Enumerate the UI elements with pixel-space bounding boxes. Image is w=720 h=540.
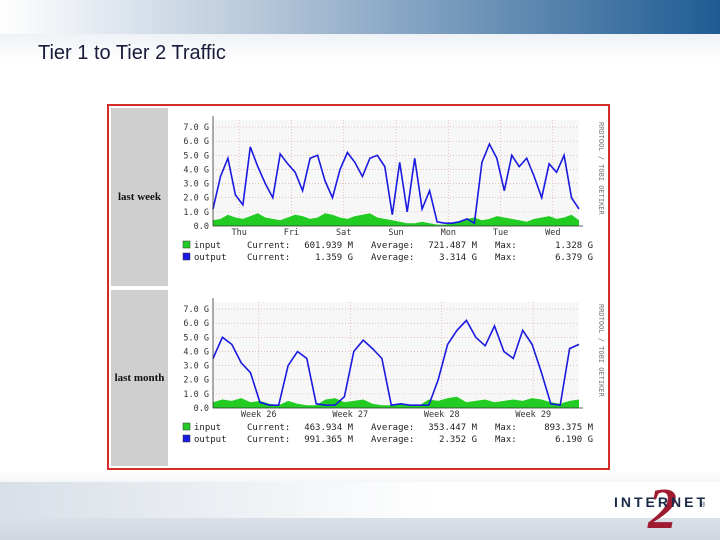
legend-current-value: 1.359 G	[315, 253, 353, 263]
monthly-traffic-graph: 7.0 G 6.0 G 5.0 G 4.0 G 3.0 G 2.0 G 1.0 G 0.0 We…	[171, 290, 607, 466]
legend-current-value: 463.934 M	[304, 423, 353, 433]
legend-max-label: Max:	[495, 435, 517, 445]
logo-mark: 2	[647, 476, 677, 538]
x-tick-label: Wed	[545, 228, 560, 238]
weekly-traffic-graph: 7.0 G 6.0 G 5.0 G 4.0 G 3.0 G 2.0 G 1.0 G 0.0 Th…	[171, 108, 607, 286]
panel-label-month: last month	[114, 372, 165, 384]
legend-average-value: 2.352 G	[439, 435, 477, 445]
slide-title: Tier 1 to Tier 2 Traffic	[38, 42, 226, 64]
legend-average-value: 353.447 M	[428, 423, 477, 433]
y-tick-label: 5.0 G	[183, 151, 209, 161]
x-tick-label: Tue	[493, 228, 508, 238]
legend-max-label: Max:	[495, 241, 517, 251]
y-tick-label: 0.0	[194, 222, 209, 232]
legend-current-label: Current:	[247, 241, 290, 251]
panel-label-week: last week	[117, 191, 162, 203]
plot-area	[213, 120, 579, 226]
legend-average-value: 721.487 M	[428, 241, 477, 251]
y-tick-label: 7.0 G	[183, 305, 209, 315]
legend-series-name: input	[194, 241, 221, 251]
input-legend-swatch	[182, 240, 191, 249]
y-tick-label: 5.0 G	[183, 333, 209, 343]
weekly-traffic-svg: 7.0 G 6.0 G 5.0 G 4.0 G 3.0 G 2.0 G 1.0 G 0.0 Th…	[171, 108, 607, 286]
input-legend-swatch	[182, 422, 191, 431]
x-tick-label: Week 28	[424, 410, 460, 420]
x-tick-label: Week 26	[241, 410, 277, 420]
plot-area	[213, 302, 579, 408]
traffic-graphs-frame: last week last month 7.0 G 6.0 G 5.0 G 4.0 …	[107, 104, 610, 470]
logo-text: INTERNET	[614, 494, 708, 510]
y-tick-label: 4.0 G	[183, 165, 209, 175]
x-tick-label: Week 29	[515, 410, 551, 420]
input-series-area	[213, 396, 579, 408]
y-tick-label: 6.0 G	[183, 137, 209, 147]
header-band	[0, 0, 720, 34]
y-tick-label: 7.0 G	[183, 123, 209, 133]
legend-current-label: Current:	[247, 435, 290, 445]
input-series-area	[213, 213, 579, 226]
y-tick-label: 1.0 G	[183, 208, 209, 218]
legend-max-value: 1.328 G	[555, 241, 593, 251]
legend-average-label: Average:	[371, 423, 414, 433]
output-legend-swatch	[182, 252, 191, 261]
legend-max-label: Max:	[495, 253, 517, 263]
footer-band	[0, 482, 720, 518]
legend-average-label: Average:	[371, 253, 414, 263]
legend-max-value: 6.190 G	[555, 435, 593, 445]
x-tick-label: Week 27	[332, 410, 368, 420]
x-tick-label: Thu	[231, 228, 246, 238]
week-label-cell: last week	[111, 108, 168, 286]
y-tick-label: 4.0 G	[183, 347, 209, 357]
internet2-logo: 2 INTERNET ®	[614, 476, 708, 538]
legend-current-value: 991.365 M	[304, 435, 353, 445]
y-tick-label: 3.0 G	[183, 362, 209, 372]
output-legend-swatch	[182, 434, 191, 443]
output-series-line	[212, 319, 580, 407]
legend-max-label: Max:	[495, 423, 517, 433]
legend-average-value: 3.314 G	[439, 253, 477, 263]
legend-max-value: 6.379 G	[555, 253, 593, 263]
legend-max-value: 893.375 M	[544, 423, 593, 433]
legend-average-label: Average:	[371, 435, 414, 445]
x-tick-label: Sun	[388, 228, 403, 238]
rrdtool-credit: RRDTOOL / TOBI OETIKER	[597, 304, 605, 398]
month-label-cell: last month	[111, 290, 168, 466]
x-tick-label: Sat	[336, 228, 351, 238]
logo-registered: ®	[700, 501, 706, 509]
legend-current-value: 601.939 M	[304, 241, 353, 251]
x-tick-label: Mon	[441, 228, 456, 238]
y-tick-label: 0.0	[194, 404, 209, 414]
y-tick-label: 1.0 G	[183, 390, 209, 400]
legend-current-label: Current:	[247, 253, 290, 263]
legend-series-name: input	[194, 423, 221, 433]
monthly-traffic-svg: 7.0 G 6.0 G 5.0 G 4.0 G 3.0 G 2.0 G 1.0 G 0.0 We…	[171, 290, 607, 466]
output-series-line	[212, 142, 580, 225]
legend-current-label: Current:	[247, 423, 290, 433]
y-tick-label: 2.0 G	[183, 194, 209, 204]
legend-average-label: Average:	[371, 241, 414, 251]
y-tick-label: 3.0 G	[183, 180, 209, 190]
rrdtool-credit: RRDTOOL / TOBI OETIKER	[597, 122, 605, 216]
legend-series-name: output	[194, 435, 227, 445]
y-tick-label: 6.0 G	[183, 319, 209, 329]
x-tick-label: Fri	[284, 228, 299, 238]
legend-series-name: output	[194, 253, 227, 263]
y-tick-label: 2.0 G	[183, 376, 209, 386]
